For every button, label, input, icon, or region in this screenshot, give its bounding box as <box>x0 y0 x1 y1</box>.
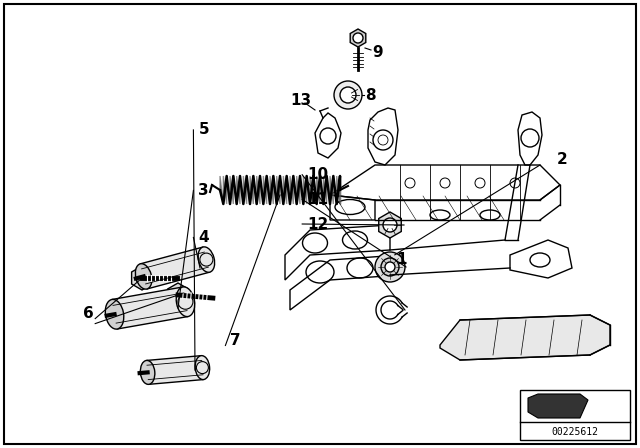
Polygon shape <box>112 287 188 329</box>
Polygon shape <box>293 176 297 204</box>
Bar <box>520 390 630 440</box>
Circle shape <box>334 81 362 109</box>
Text: 3: 3 <box>198 183 209 198</box>
Polygon shape <box>287 176 290 204</box>
Polygon shape <box>267 176 270 204</box>
Text: 13: 13 <box>290 92 311 108</box>
Text: 4: 4 <box>198 230 209 245</box>
Circle shape <box>340 87 356 103</box>
Polygon shape <box>234 176 237 204</box>
Ellipse shape <box>140 361 155 384</box>
Polygon shape <box>323 176 326 204</box>
Text: 1: 1 <box>397 252 407 267</box>
Ellipse shape <box>176 287 195 317</box>
Polygon shape <box>284 176 287 204</box>
Circle shape <box>353 33 363 43</box>
Text: 6: 6 <box>83 306 94 321</box>
Ellipse shape <box>106 299 124 329</box>
Text: 9: 9 <box>372 44 383 60</box>
Polygon shape <box>276 176 280 204</box>
Polygon shape <box>140 247 210 289</box>
Polygon shape <box>253 176 257 204</box>
Text: 8: 8 <box>365 87 376 103</box>
Text: 7: 7 <box>230 333 241 348</box>
Text: 00225612: 00225612 <box>552 427 598 437</box>
Polygon shape <box>330 176 333 204</box>
Polygon shape <box>223 176 227 204</box>
Polygon shape <box>333 176 337 204</box>
Circle shape <box>381 258 399 276</box>
Polygon shape <box>227 176 230 204</box>
Polygon shape <box>379 212 401 238</box>
Circle shape <box>172 289 184 301</box>
Text: 5: 5 <box>198 122 209 138</box>
Circle shape <box>375 252 405 282</box>
Polygon shape <box>147 356 204 384</box>
Text: 2: 2 <box>557 151 568 167</box>
Polygon shape <box>337 176 340 204</box>
Polygon shape <box>300 176 303 204</box>
Polygon shape <box>307 176 310 204</box>
Circle shape <box>385 262 395 272</box>
Polygon shape <box>260 176 263 204</box>
Polygon shape <box>303 176 307 204</box>
Ellipse shape <box>195 356 210 379</box>
Polygon shape <box>310 176 314 204</box>
Polygon shape <box>132 266 152 290</box>
Polygon shape <box>257 176 260 204</box>
Ellipse shape <box>198 247 214 272</box>
Polygon shape <box>273 176 276 204</box>
Text: 11: 11 <box>307 192 328 207</box>
Polygon shape <box>243 176 246 204</box>
Circle shape <box>136 272 148 284</box>
Polygon shape <box>440 315 610 360</box>
Polygon shape <box>528 394 588 418</box>
Ellipse shape <box>135 264 152 289</box>
Polygon shape <box>168 283 188 307</box>
Polygon shape <box>290 176 293 204</box>
Polygon shape <box>250 176 253 204</box>
Polygon shape <box>246 176 250 204</box>
Text: 12: 12 <box>307 216 328 232</box>
Polygon shape <box>320 176 323 204</box>
Polygon shape <box>314 176 317 204</box>
Text: 10: 10 <box>307 167 328 182</box>
Polygon shape <box>270 176 273 204</box>
Polygon shape <box>220 176 223 204</box>
Polygon shape <box>317 176 320 204</box>
Polygon shape <box>350 29 366 47</box>
Polygon shape <box>263 176 267 204</box>
Polygon shape <box>326 176 330 204</box>
Circle shape <box>383 218 397 232</box>
Polygon shape <box>230 176 234 204</box>
Polygon shape <box>240 176 243 204</box>
Polygon shape <box>237 176 240 204</box>
Polygon shape <box>297 176 300 204</box>
Polygon shape <box>280 176 284 204</box>
